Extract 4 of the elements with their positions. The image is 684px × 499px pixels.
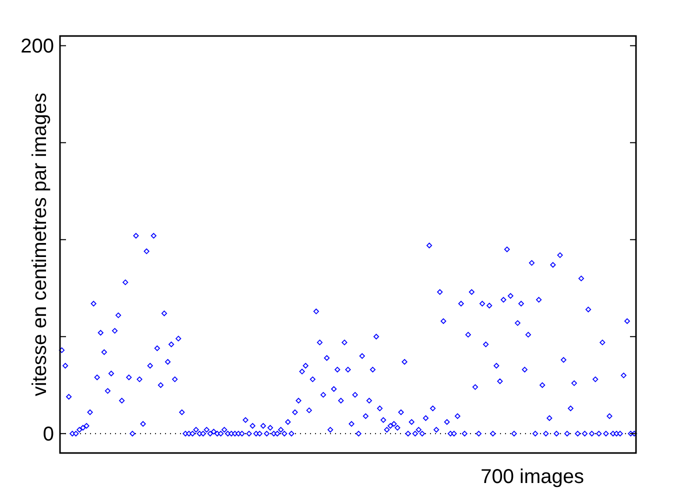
x-axis-title: 700 images [480, 466, 584, 488]
y-tick-label: 200 [20, 36, 54, 58]
y-axis-title: vitesse en centimetres par images [29, 92, 51, 396]
y-tick-label: 0 [42, 424, 54, 446]
